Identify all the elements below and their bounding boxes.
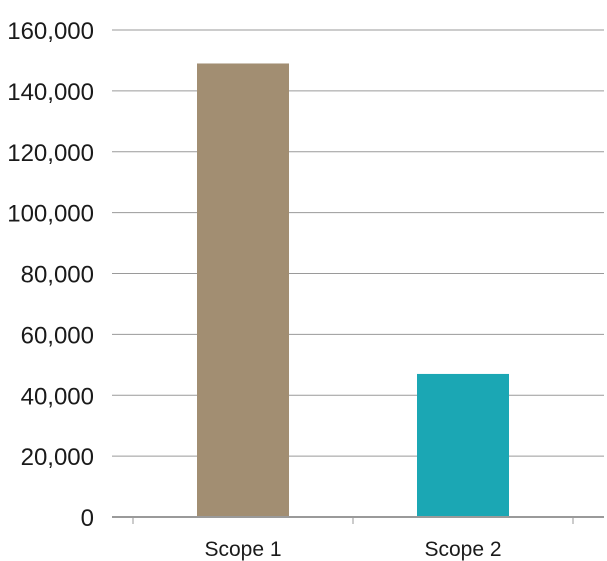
y-tick-label: 60,000 [21,322,94,349]
y-tick-label: 20,000 [21,444,94,471]
axes [112,516,604,524]
y-tick-label: 80,000 [21,262,94,289]
bars [197,63,509,517]
y-tick-label: 0 [81,505,94,532]
y-tick-label: 120,000 [7,140,94,167]
y-tick-label: 160,000 [7,18,94,45]
bar-scope-1 [197,63,289,517]
y-tick-label: 100,000 [7,201,94,228]
tick-labels: 0 20,000 40,000 60,000 80,000 100,000 120,000 1… [7,18,501,561]
gridlines [112,29,604,457]
y-tick-label: 40,000 [21,383,94,410]
bar-scope-2 [417,373,509,517]
x-tick-label: Scope 2 [424,538,501,561]
y-tick-label: 140,000 [7,79,94,106]
x-tick-label: Scope 1 [204,538,281,561]
